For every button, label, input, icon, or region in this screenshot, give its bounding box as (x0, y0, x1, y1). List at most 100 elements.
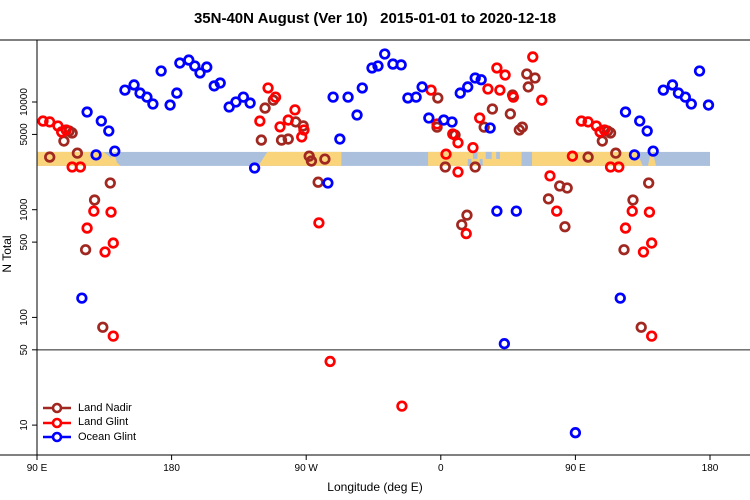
chart-title: 35N-40N August (Ver 10) 2015-01-01 to 20… (193, 10, 557, 27)
data-point-ocean-glint (416, 81, 428, 93)
data-point-ocean-glint (372, 60, 384, 72)
data-point-land-glint (74, 161, 87, 173)
data-point-land-nadir (559, 221, 571, 233)
data-point-land-nadir (643, 177, 655, 189)
y-axis-title: N Total (0, 235, 14, 273)
data-point-ocean-glint (147, 98, 159, 110)
data-point-land-glint (452, 166, 464, 178)
data-point-land-nadir (469, 161, 481, 173)
data-point-ocean-glint (141, 91, 153, 103)
data-point-ocean-glint (641, 125, 653, 137)
data-point-land-nadir (439, 161, 451, 173)
data-point-land-glint (613, 161, 625, 173)
x-tick-label: 90 E (565, 463, 586, 474)
data-point-land-nadir (610, 147, 622, 159)
data-point-land-glint (598, 124, 611, 136)
data-point-land-glint (99, 246, 111, 258)
data-point-land-nadir (275, 134, 288, 146)
data-point-ocean-glint (90, 149, 102, 161)
data-point-land-nadir (104, 177, 116, 189)
data-point-land-nadir (486, 103, 499, 115)
data-point-ocean-glint (171, 87, 183, 99)
data-point-land-nadir (542, 193, 555, 205)
data-point-ocean-glint (510, 205, 522, 217)
data-point-ocean-glint (702, 99, 715, 111)
data-point-land-nadir (596, 135, 608, 147)
data-point-land-glint (643, 206, 656, 218)
ocean-glint-marker-icon (43, 431, 71, 443)
data-point-ocean-glint (491, 205, 503, 217)
data-point-ocean-glint (128, 79, 140, 91)
map-strip-ocean-patch (496, 151, 500, 159)
x-tick-label: 90 E (27, 463, 48, 474)
data-point-land-glint (107, 330, 119, 342)
data-point-ocean-glint (342, 91, 354, 103)
map-strip-ocean-patch (472, 151, 478, 159)
data-point-ocean-glint (351, 109, 363, 121)
data-point-land-nadir (255, 134, 267, 146)
data-point-ocean-glint (693, 65, 706, 77)
x-tick-label: 180 (163, 463, 180, 474)
data-point-ocean-glint (679, 91, 691, 103)
data-point-land-nadir (627, 194, 639, 206)
data-point-ocean-glint (327, 91, 339, 103)
data-point-land-glint (551, 205, 563, 217)
data-point-ocean-glint (189, 60, 201, 72)
data-point-ocean-glint (484, 122, 496, 134)
data-point-ocean-glint (201, 61, 213, 73)
data-point-land-glint (544, 170, 556, 182)
data-point-land-glint (262, 82, 274, 94)
data-point-ocean-glint (366, 62, 378, 74)
x-tick-label: 0 (438, 463, 444, 474)
data-point-land-glint (619, 222, 632, 234)
data-point-land-nadir (282, 133, 294, 145)
data-point-land-nadir (432, 92, 444, 104)
data-point-ocean-glint (194, 67, 206, 79)
data-point-ocean-glint (155, 65, 167, 77)
data-point-land-glint (536, 94, 548, 106)
legend: Land Nadir Land Glint Ocean Glint (42, 401, 136, 445)
legend-item-land-nadir: Land Nadir (42, 401, 136, 416)
data-point-land-glint (269, 91, 282, 103)
data-point-land-glint (482, 83, 494, 95)
data-point-ocean-glint (657, 84, 669, 96)
data-point-ocean-glint (569, 427, 582, 439)
data-point-land-glint (491, 62, 503, 74)
data-point-land-glint (105, 206, 117, 218)
data-point-ocean-glint (423, 112, 435, 124)
data-point-land-nadir (516, 121, 528, 133)
data-point-land-glint (440, 148, 452, 160)
data-point-land-nadir (79, 244, 92, 256)
data-point-land-nadir (319, 153, 331, 165)
data-point-ocean-glint (119, 84, 131, 96)
data-point-land-nadir (58, 135, 70, 147)
data-point-land-glint (507, 91, 519, 103)
data-point-land-glint (637, 246, 650, 258)
map-strip-ocean-patch (467, 158, 472, 166)
legend-label: Land Nadir (78, 401, 132, 414)
map-strip-land (647, 151, 657, 166)
map-strip-ocean-patch (521, 151, 533, 166)
data-point-ocean-glint (628, 149, 641, 161)
data-point-ocean-glint (103, 125, 115, 137)
data-point-land-glint (626, 205, 638, 217)
data-point-land-glint (452, 137, 464, 149)
data-point-ocean-glint (334, 133, 346, 145)
land-glint-marker-icon (43, 417, 71, 429)
data-point-ocean-glint (498, 338, 511, 350)
map-strip-ocean-patch (485, 151, 492, 159)
data-point-land-nadir (522, 81, 534, 93)
legend-label: Land Glint (78, 416, 129, 429)
data-point-ocean-glint (634, 115, 646, 127)
data-point-land-nadir (259, 102, 271, 114)
data-point-land-nadir (88, 194, 101, 206)
data-point-land-glint (324, 355, 336, 368)
data-point-land-nadir (305, 155, 318, 167)
data-point-land-glint (313, 217, 325, 229)
data-point-ocean-glint (462, 81, 474, 93)
data-point-land-nadir (44, 151, 56, 163)
data-point-land-nadir (312, 176, 324, 188)
data-point-ocean-glint (109, 145, 121, 157)
